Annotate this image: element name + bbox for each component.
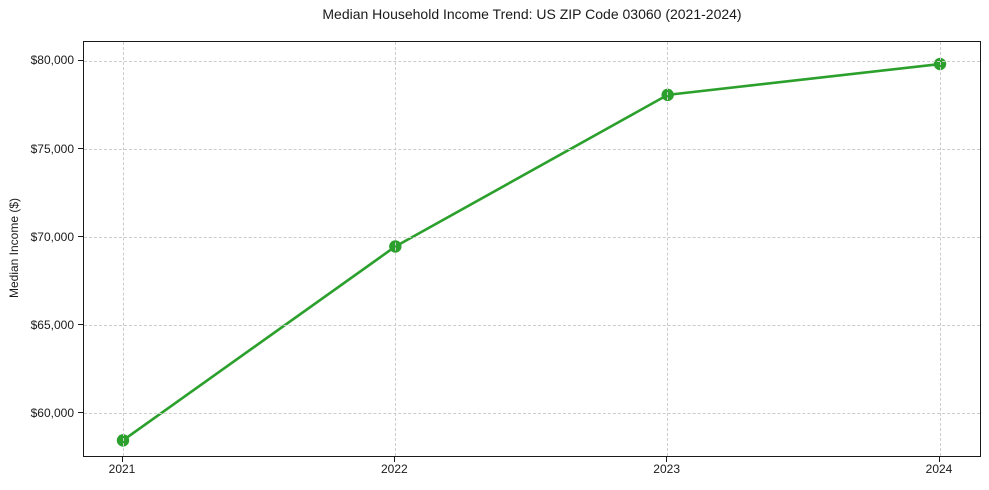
chart-title: Median Household Income Trend: US ZIP Co… — [322, 6, 742, 22]
y-tick — [78, 236, 83, 238]
y-tick — [78, 412, 83, 414]
x-tick-label: 2024 — [925, 462, 953, 476]
y-tick-label: $75,000 — [30, 141, 74, 156]
y-tick — [78, 148, 83, 150]
y-tick — [78, 59, 83, 61]
x-tick-label: 2021 — [108, 462, 136, 476]
y-tick-label: $80,000 — [30, 53, 74, 68]
x-gridline — [667, 42, 669, 456]
plot-area — [83, 41, 981, 457]
x-tick — [393, 457, 395, 462]
y-gridline — [84, 413, 980, 415]
trend-line — [121, 62, 942, 442]
series-svg — [116, 57, 947, 447]
y-tick-label: $65,000 — [30, 317, 74, 332]
y-gridline — [84, 325, 980, 327]
x-tick — [121, 457, 123, 462]
x-gridline — [122, 42, 124, 456]
y-axis-title: Median Income ($) — [7, 197, 21, 299]
x-gridline — [939, 42, 941, 456]
x-tick — [666, 457, 668, 462]
x-tick-label: 2023 — [653, 462, 680, 476]
x-tick — [938, 457, 940, 462]
y-tick-label: $70,000 — [30, 229, 74, 244]
y-gridline — [84, 60, 980, 62]
x-tick-label: 2022 — [380, 462, 408, 476]
y-gridline — [84, 149, 980, 151]
y-tick — [78, 324, 83, 326]
y-tick-label: $60,000 — [30, 405, 74, 420]
y-gridline — [84, 237, 980, 239]
x-gridline — [394, 42, 396, 456]
